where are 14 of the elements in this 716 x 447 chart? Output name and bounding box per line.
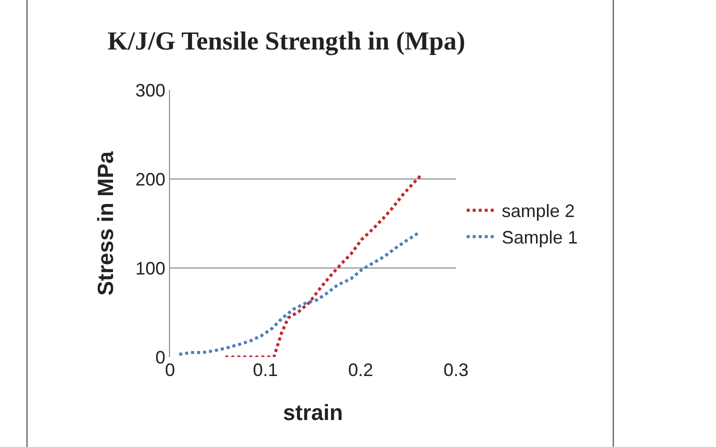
y-tick-label: 300 <box>135 80 166 100</box>
line-series <box>178 232 420 356</box>
x-tick-label: 0.3 <box>443 360 469 380</box>
x-tick-label: 0.2 <box>348 360 374 380</box>
line-series <box>224 173 424 357</box>
legend-label: sample 2 <box>502 201 575 222</box>
x-tick-label: 0.1 <box>252 360 278 380</box>
y-tick-label: 200 <box>135 169 166 190</box>
x-axis-title: strain <box>283 400 343 425</box>
y-tick-label: 0 <box>155 347 166 368</box>
y-axis-title: Stress in MPa <box>93 150 118 296</box>
y-tick-label: 100 <box>135 258 166 278</box>
legend-label: Sample 1 <box>502 228 578 248</box>
chart-title: K/J/G Tensile Strength in (Mpa) <box>108 26 466 56</box>
